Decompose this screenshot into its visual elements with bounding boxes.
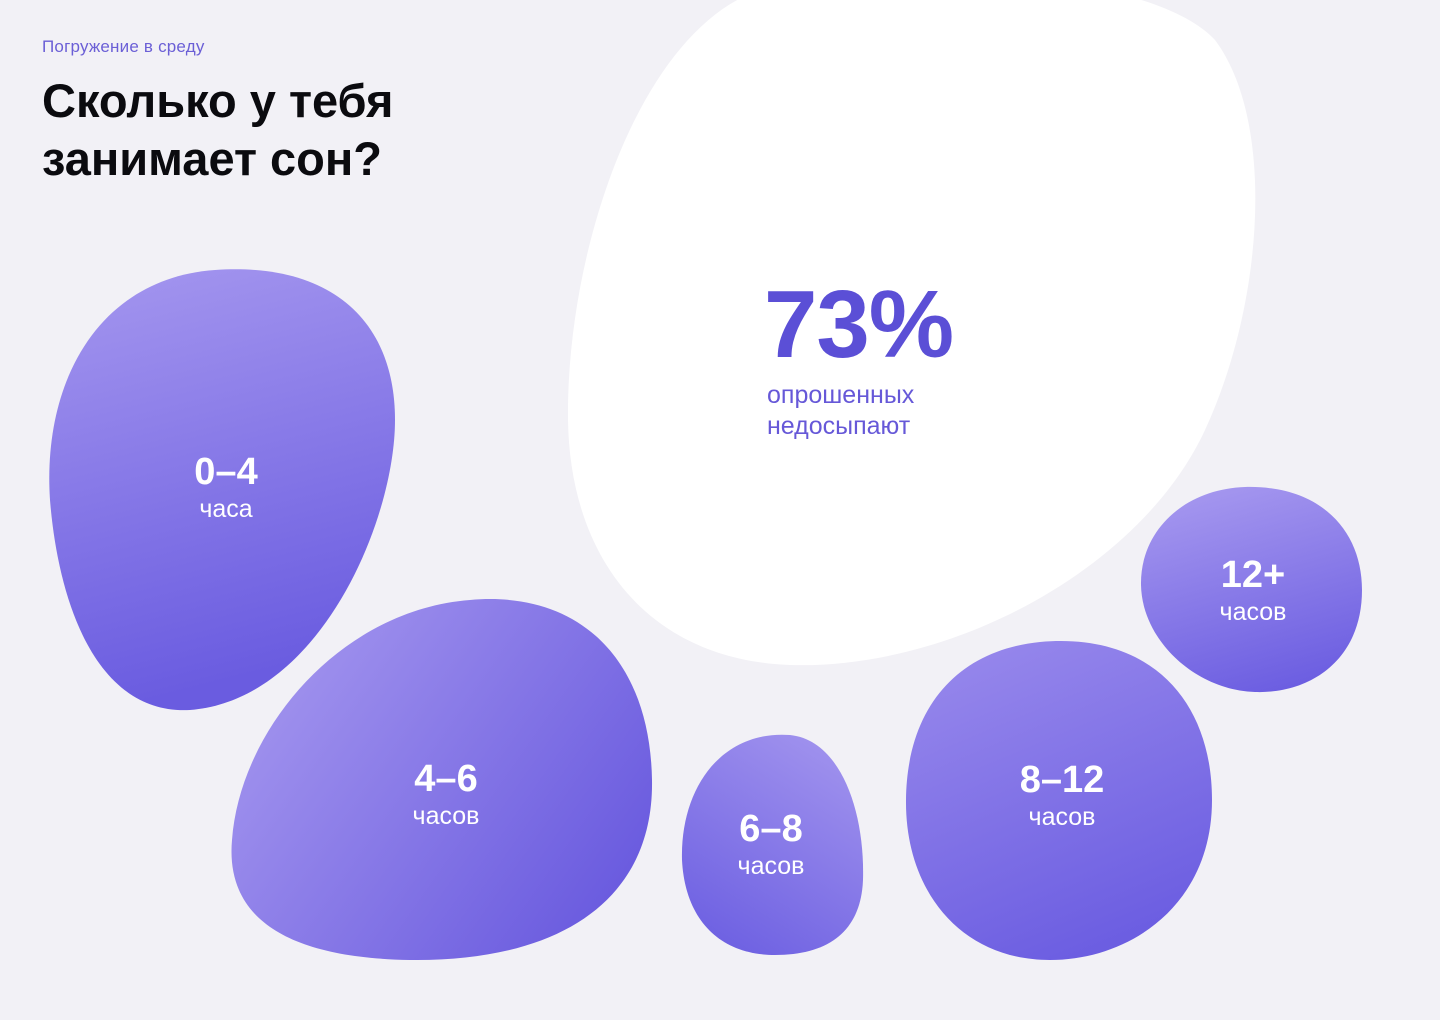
bubble-range: 6–8 (739, 808, 803, 850)
bubble-4-6: 4–6 часов (346, 757, 546, 831)
bubble-blob-6-8 (681, 734, 864, 955)
bubble-6-8: 6–8 часов (671, 807, 871, 881)
bubble-range: 8–12 (1019, 759, 1105, 801)
bubble-blob-8-12 (905, 641, 1212, 960)
bubble-unit: часов (737, 852, 805, 880)
bubble-12-plus: 12+ часов (1153, 553, 1353, 627)
bubble-blob-12-plus (1140, 486, 1362, 693)
bubble-8-12: 8–12 часов (962, 758, 1162, 832)
bubble-blob-0-4 (49, 269, 395, 711)
bubble-unit: часов (1219, 598, 1287, 626)
eyebrow-label: Погружение в среду (42, 37, 205, 56)
highlight-blob (567, 0, 1256, 666)
bubble-unit: часов (412, 802, 480, 830)
bubble-unit: часа (199, 495, 253, 523)
bubble-range: 0–4 (194, 451, 258, 493)
bubble-range: 12+ (1220, 554, 1286, 596)
page-title: Сколько у тебя занимает сон? (42, 74, 394, 185)
bubble-0-4: 0–4 часа (126, 450, 326, 524)
highlight-value: 73% (764, 271, 954, 378)
bubble-unit: часов (1028, 803, 1096, 831)
bubble-range: 4–6 (414, 758, 478, 800)
highlight-caption: опрошенных недосыпают (767, 381, 915, 440)
bubble-blob-4-6 (231, 599, 653, 961)
